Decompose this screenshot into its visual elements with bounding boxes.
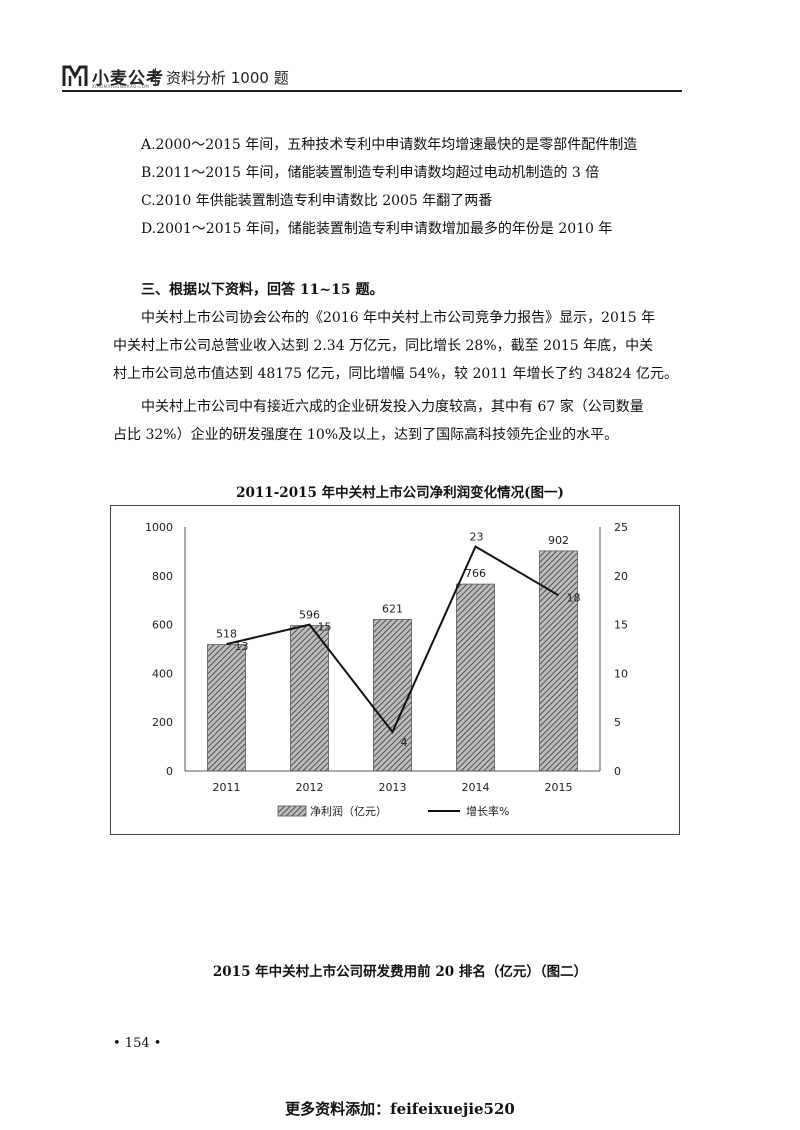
- legend-bar-label: 净利润（亿元）: [310, 804, 387, 818]
- y-left-tick-label: 0: [166, 765, 173, 778]
- y-left-tick-label: 600: [152, 619, 173, 632]
- bar-value-label: 621: [382, 602, 403, 615]
- option-a: A.2000～2015 年间，五种技术专利中申请数年均增速最快的是零部件配件制造: [141, 137, 638, 153]
- x-tick-label: 2014: [462, 781, 490, 794]
- y-right-tick-label: 25: [614, 521, 628, 534]
- bar: [539, 550, 578, 772]
- line-value-label: 4: [401, 736, 408, 749]
- x-tick-label: 2012: [296, 781, 324, 794]
- bar-value-label: 596: [299, 609, 320, 622]
- y-left-tick-label: 400: [152, 667, 173, 680]
- legend-bar-swatch: [277, 805, 307, 817]
- logo-icon: [62, 65, 88, 86]
- footer-note: 更多资料添加：feifeixuejie520: [285, 1100, 515, 1118]
- paragraph-line: 村上市公司总市值达到 48175 亿元，同比增幅 54%，较 2011 年增长了…: [113, 366, 678, 382]
- x-tick-label: 2011: [213, 781, 241, 794]
- y-left-tick-label: 800: [152, 570, 173, 583]
- paragraph-line: 占比 32%）企业的研发强度在 10%及以上，达到了国际高科技领先企业的水平。: [113, 427, 619, 443]
- line-value-label: 18: [567, 591, 581, 604]
- chart-border: [110, 505, 680, 835]
- header-title: 资料分析 1000 题: [166, 69, 289, 87]
- section-heading: 三、根据以下资料，回答 11~15 题。: [141, 282, 384, 298]
- chart-title: 2011-2015 年中关村上市公司净利润变化情况(图一): [236, 485, 564, 501]
- y-right-tick-label: 10: [614, 667, 628, 680]
- bar: [373, 619, 412, 772]
- bar-value-label: 518: [216, 628, 237, 641]
- page-number: • 154 •: [113, 1036, 162, 1051]
- option-b: B.2011～2015 年间，储能装置制造专利申请数均超过电动机制造的 3 倍: [141, 165, 600, 181]
- line-value-label: 13: [235, 640, 249, 653]
- bar: [290, 625, 329, 772]
- logo-subtext: XIAOMAIGONGKAO.COM: [92, 84, 150, 89]
- page-header: 小麦公考 XIAOMAIGONGKAO.COM 资料分析 1000 题: [62, 62, 682, 94]
- paragraph-line: 中关村上市公司总营业收入达到 2.34 万亿元，同比增长 28%，截至 2015…: [113, 338, 654, 354]
- logo-text: 小麦公考: [92, 69, 164, 89]
- legend-line-label: 增长率%: [466, 804, 509, 818]
- bar: [456, 583, 495, 772]
- figure2-title: 2015 年中关村上市公司研发费用前 20 排名（亿元）（图二）: [212, 964, 588, 980]
- paragraph-line: 中关村上市公司中有接近六成的企业研发投入力度较高，其中有 67 家（公司数量: [141, 399, 644, 415]
- header-divider: [155, 68, 156, 86]
- y-right-tick-label: 20: [614, 570, 628, 583]
- bar-value-label: 902: [548, 534, 569, 547]
- option-c: C.2010 年供能装置制造专利申请数比 2005 年翻了两番: [141, 193, 493, 209]
- bar: [207, 644, 246, 772]
- y-right-tick-label: 15: [614, 619, 628, 632]
- y-right-tick-label: 0: [614, 765, 621, 778]
- option-d: D.2001～2015 年间，储能装置制造专利申请数增加最多的年份是 2010 …: [141, 221, 613, 237]
- x-tick-label: 2013: [379, 781, 407, 794]
- line-value-label: 15: [318, 621, 332, 634]
- y-left-tick-label: 200: [152, 716, 173, 729]
- y-right-tick-label: 5: [614, 716, 621, 729]
- y-left-tick-label: 1000: [145, 521, 173, 534]
- paragraph-line: 中关村上市公司协会公布的《2016 年中关村上市公司竞争力报告》显示，2015 …: [141, 310, 656, 326]
- x-tick-label: 2015: [545, 781, 573, 794]
- line-value-label: 23: [470, 531, 484, 544]
- header-rule: [62, 90, 682, 92]
- growth-line: [226, 545, 560, 734]
- bar-value-label: 766: [465, 567, 486, 580]
